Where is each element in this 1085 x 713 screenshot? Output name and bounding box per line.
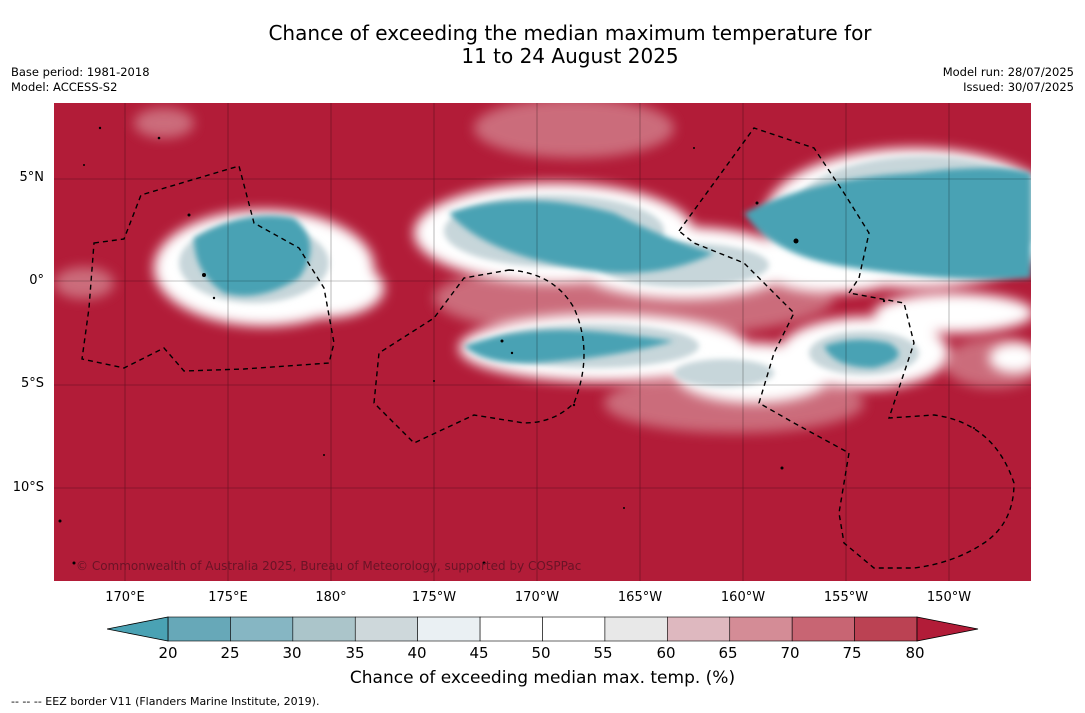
base-period-text: Base period: 1981-2018 bbox=[11, 65, 150, 79]
colorbar-over-arrow bbox=[916, 616, 979, 642]
colorbar-under-arrow bbox=[107, 616, 169, 642]
model-text: Model: ACCESS-S2 bbox=[11, 80, 118, 94]
colorbar bbox=[107, 616, 979, 642]
low-chance-zones bbox=[194, 168, 1031, 368]
colorbar-cell bbox=[729, 616, 793, 642]
colorbar-cell bbox=[354, 616, 418, 642]
eez-footnote: -- -- -- EEZ border V11 (Flanders Marine… bbox=[11, 695, 320, 708]
colorbar-tick: 70 bbox=[780, 644, 800, 662]
copyright-text: © Commonwealth of Australia 2025, Bureau… bbox=[76, 559, 581, 573]
colorbar-tick: 50 bbox=[531, 644, 551, 662]
lon-label-175e: 175°E bbox=[208, 590, 248, 605]
colorbar-tick: 45 bbox=[469, 644, 489, 662]
colorbar-cell bbox=[667, 616, 731, 642]
lon-label-155w: 155°W bbox=[823, 590, 869, 605]
colorbar-tick: 20 bbox=[158, 644, 178, 662]
colorbar-tick: 65 bbox=[718, 644, 738, 662]
lat-label-0: 0° bbox=[29, 273, 44, 288]
colorbar-cell bbox=[167, 616, 231, 642]
colorbar-tick: 40 bbox=[407, 644, 427, 662]
colorbar-tick: 35 bbox=[345, 644, 365, 662]
title-line-1: Chance of exceeding the median maximum t… bbox=[268, 21, 872, 45]
issued-text: Issued: 30/07/2025 bbox=[963, 80, 1074, 94]
colorbar-cell bbox=[417, 616, 481, 642]
forecast-map: © Commonwealth of Australia 2025, Bureau… bbox=[54, 103, 1031, 581]
colorbar-cell bbox=[604, 616, 668, 642]
eez-borders bbox=[81, 127, 1015, 569]
lon-label-170w: 170°W bbox=[514, 590, 560, 605]
colorbar-cell bbox=[230, 616, 294, 642]
colorbar-cell bbox=[292, 616, 356, 642]
lon-label-165w: 165°W bbox=[617, 590, 663, 605]
colorbar-cell bbox=[791, 616, 855, 642]
model-run-text: Model run: 28/07/2025 bbox=[942, 65, 1074, 79]
lat-label-10s: 10°S bbox=[12, 480, 44, 495]
meta-right: Model run: 28/07/2025 Issued: 30/07/2025 bbox=[943, 65, 1074, 95]
colorbar-tick: 25 bbox=[220, 644, 240, 662]
islands bbox=[58, 126, 975, 565]
colorbar-label: Chance of exceeding median max. temp. (%… bbox=[349, 668, 736, 688]
colorbar-cell bbox=[854, 616, 918, 642]
colorbar-tick: 30 bbox=[282, 644, 302, 662]
graticule bbox=[54, 103, 1031, 581]
lon-label-180: 180° bbox=[315, 590, 347, 605]
lat-label-5n: 5°N bbox=[19, 170, 45, 185]
lat-label-5s: 5°S bbox=[20, 376, 44, 391]
meta-left: Base period: 1981-2018 Model: ACCESS-S2 bbox=[11, 65, 150, 95]
colorbar-tick: 75 bbox=[842, 644, 862, 662]
colorbar-cells bbox=[167, 616, 918, 642]
colorbar-tick: 55 bbox=[593, 644, 613, 662]
lon-label-150w: 150°W bbox=[926, 590, 972, 605]
colorbar-tick: 60 bbox=[656, 644, 676, 662]
title-line-2: 11 to 24 August 2025 bbox=[461, 44, 679, 68]
lon-label-170e: 170°E bbox=[105, 590, 145, 605]
lon-label-160w: 160°W bbox=[720, 590, 766, 605]
colorbar-cell bbox=[479, 616, 543, 642]
map-title: Chance of exceeding the median maximum t… bbox=[0, 22, 1085, 68]
colorbar-tick: 80 bbox=[905, 644, 925, 662]
colorbar-cell bbox=[542, 616, 606, 642]
lon-label-175w: 175°W bbox=[411, 590, 457, 605]
